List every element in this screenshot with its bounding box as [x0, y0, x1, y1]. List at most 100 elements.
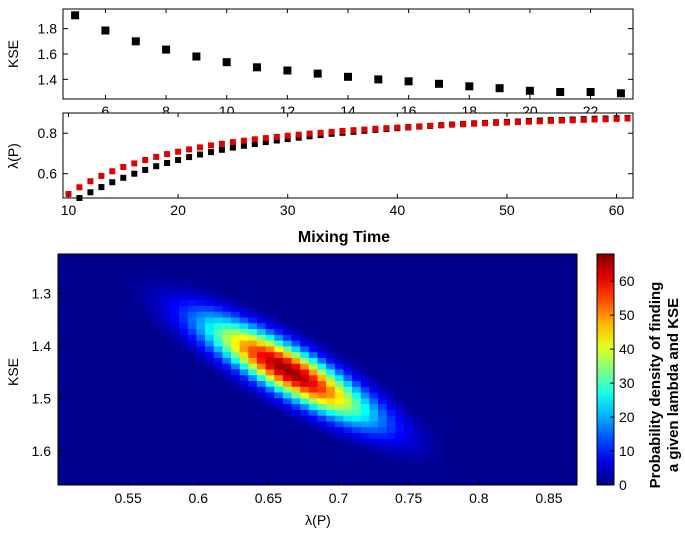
heatmap-cell [308, 427, 319, 434]
heatmap-cell [256, 381, 267, 388]
heatmap-cell [231, 300, 241, 307]
heatmap-cell [404, 461, 414, 469]
colorbar-gradient [596, 253, 615, 486]
heatmap-cell [161, 305, 172, 313]
heatmap-y-tick-label: 1.4 [32, 338, 52, 354]
heatmap-cell [326, 357, 336, 365]
heatmap-cell [300, 386, 310, 394]
data-point-series-0-3 [109, 179, 116, 186]
data-point-series-1-20 [284, 132, 291, 139]
heatmap-cell [265, 323, 275, 330]
heatmap-cell [369, 427, 379, 434]
heatmap-x-tick-label: 0.85 [535, 490, 562, 506]
heatmap-cell [213, 357, 223, 365]
heatmap-cell [438, 444, 448, 451]
data-point-series-1-49 [602, 116, 609, 123]
heatmap-cell [161, 294, 172, 301]
heatmap-cell [196, 334, 206, 342]
heatmap-cell [386, 386, 396, 394]
data-point-series-1-43 [536, 118, 543, 125]
heatmap-cell [334, 369, 345, 376]
heatmap-cell [291, 363, 301, 371]
heatmap-cell [213, 305, 223, 313]
heatmap-cell [308, 375, 319, 382]
heatmap-cell [239, 386, 249, 394]
heatmap-cell [429, 461, 440, 469]
heatmap-cell [248, 352, 258, 359]
heatmap-cell [343, 369, 353, 376]
heatmap-cell [222, 357, 232, 365]
heatmap-cell [239, 346, 249, 353]
kse-y-ticks: 1.4 1.6 1.8 [38, 21, 633, 87]
heatmap-cell [421, 444, 431, 451]
heatmap-cell [360, 409, 370, 417]
y-tick-label: 0.8 [38, 125, 58, 141]
heatmap-cell [187, 346, 197, 353]
heatmap-cell [343, 421, 353, 428]
heatmap-cell [282, 381, 293, 388]
heatmap-cell [334, 352, 345, 359]
heatmap-cell [282, 409, 293, 417]
heatmap-cell [213, 363, 223, 371]
heatmap-cell [231, 317, 241, 324]
heatmap-cell [412, 444, 422, 451]
heatmap-cell [378, 392, 388, 399]
data-point-series-1-27 [361, 126, 368, 133]
heatmap-cell [256, 311, 267, 319]
heatmap-cell [308, 386, 319, 394]
heatmap-cell [205, 300, 215, 307]
heatmap-cell [421, 421, 431, 428]
heatmap-cell [378, 421, 388, 428]
data-point-series-1-7 [142, 157, 149, 163]
heatmap-cell [187, 300, 197, 307]
heatmap-cell [352, 427, 362, 434]
y-tick-label: 1.6 [38, 46, 58, 62]
heatmap-cell [360, 404, 370, 411]
data-point-series-1-36 [460, 121, 467, 128]
y-tick-label: 1.4 [38, 71, 58, 87]
heatmap-cell [352, 386, 362, 394]
heatmap-cell [282, 404, 293, 411]
heatmap-cell [360, 381, 370, 388]
data-point-series-1-11 [186, 146, 193, 153]
data-point-series-0-19 [284, 136, 291, 143]
heatmap-cell [170, 317, 180, 324]
heatmap-cell [187, 317, 197, 324]
x-tick-label: 10 [61, 202, 77, 218]
heatmap-cell [369, 433, 379, 440]
heatmap-cell [196, 294, 206, 301]
heatmap-cell [343, 438, 353, 446]
heatmap-x-tick-label: 0.75 [395, 490, 422, 506]
data-point-series-0-18 [273, 137, 280, 144]
data-point-series-1-5 [120, 164, 127, 170]
heatmap-cell [360, 433, 370, 440]
heatmap-cell [231, 381, 241, 388]
colorbar-tick-label: 20 [619, 409, 635, 425]
heatmap-cell [274, 317, 284, 324]
heatmap-cell [144, 300, 154, 307]
heatmap-y-tick-label: 1.5 [32, 390, 52, 406]
heatmap-cell [205, 288, 215, 296]
data-point-series-1-15 [229, 139, 236, 146]
heatmap-cell [282, 346, 293, 353]
heatmap-cell [421, 438, 431, 446]
data-point-series-0-3 [162, 45, 171, 54]
heatmap-cell [265, 404, 275, 411]
heatmap-cell [291, 398, 301, 405]
heatmap-cell [317, 369, 327, 376]
heatmap-cell [378, 444, 388, 451]
heatmap-cell [386, 444, 396, 451]
heatmap-cell [412, 427, 422, 434]
heatmap-cell [265, 357, 275, 365]
heatmap-cell [222, 305, 232, 313]
heatmap-cell [213, 300, 223, 307]
data-point-series-1-25 [339, 128, 346, 134]
data-point-series-1-51 [624, 115, 631, 122]
heatmap-cell [352, 375, 362, 382]
colorbar: 0 10 20 30 40 50 60 Probability density of fin… [596, 253, 682, 493]
data-point-series-0-15 [525, 86, 534, 95]
heatmap-cell [317, 352, 327, 359]
heatmap-cell [326, 421, 336, 428]
heatmap-cell [153, 282, 163, 290]
